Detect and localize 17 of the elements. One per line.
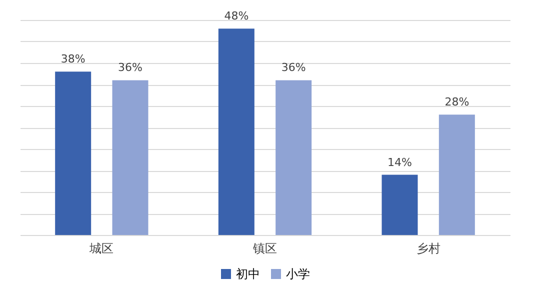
legend-label: 小学 [286, 267, 310, 281]
x-tick-label: 乡村 [416, 242, 440, 256]
data-label: 14% [388, 156, 412, 169]
bar [218, 28, 254, 235]
bar [438, 114, 475, 235]
data-label: 36% [281, 61, 306, 74]
data-label: 36% [118, 61, 142, 74]
bar [55, 72, 92, 235]
bar [112, 80, 148, 235]
bar [276, 80, 312, 235]
bar [382, 174, 418, 235]
x-tick-label: 镇区 [252, 242, 277, 256]
legend-label: 初中 [236, 267, 260, 281]
data-label: 48% [224, 10, 249, 23]
data-label: 28% [444, 96, 470, 109]
x-tick-label: 城区 [88, 242, 114, 256]
data-label: 38% [60, 52, 86, 66]
